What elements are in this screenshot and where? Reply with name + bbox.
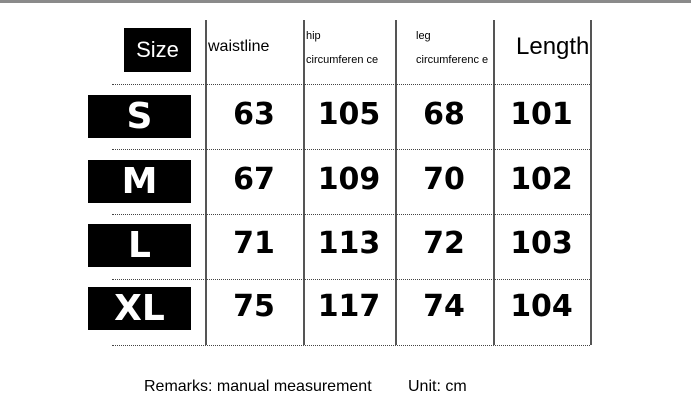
size-header: Size — [124, 28, 191, 72]
leg-header-line1: leg — [416, 30, 431, 42]
measurement-cell: 71 — [233, 226, 275, 261]
row-divider — [112, 214, 590, 215]
measurement-cell: 63 — [233, 97, 275, 132]
size-label-s: S — [88, 95, 191, 138]
measurement-cell: 104 — [510, 289, 573, 324]
leg-header-line2: circumferenc e — [416, 54, 489, 66]
measurement-cell: 103 — [510, 226, 573, 261]
column-divider — [590, 20, 592, 345]
measurement-cell: 102 — [510, 162, 573, 197]
measurement-cell: 117 — [317, 289, 381, 324]
measurement-cell: 74 — [423, 289, 465, 324]
length-header: Length — [516, 33, 590, 60]
column-divider — [493, 20, 495, 345]
measurement-cell: 75 — [233, 289, 275, 324]
measurement-cell: 70 — [423, 162, 465, 197]
column-divider — [205, 20, 207, 345]
measurement-cell: 101 — [510, 97, 573, 132]
measurement-cell: 72 — [423, 226, 465, 261]
unit-text: Unit: cm — [408, 378, 467, 395]
measurement-cell: 68 — [423, 97, 465, 132]
row-divider — [112, 149, 590, 150]
column-divider — [395, 20, 397, 345]
size-label-m: M — [88, 160, 191, 203]
measurement-cell: 67 — [233, 162, 275, 197]
hip-header-line2: circumferen ce — [306, 54, 379, 66]
size-label-l: L — [88, 224, 191, 267]
remarks-text: Remarks: manual measurement — [144, 378, 372, 395]
measurement-cell: 113 — [317, 226, 381, 261]
row-divider — [112, 345, 590, 346]
waistline-header: waistline — [208, 38, 270, 55]
measurement-cell: 105 — [317, 97, 381, 132]
hip-header-line1: hip — [306, 30, 321, 42]
size-label-xl: XL — [88, 287, 191, 330]
top-border — [0, 0, 691, 3]
row-divider — [112, 84, 590, 85]
column-divider — [303, 20, 305, 345]
measurement-cell: 109 — [317, 162, 381, 197]
row-divider — [112, 279, 590, 280]
